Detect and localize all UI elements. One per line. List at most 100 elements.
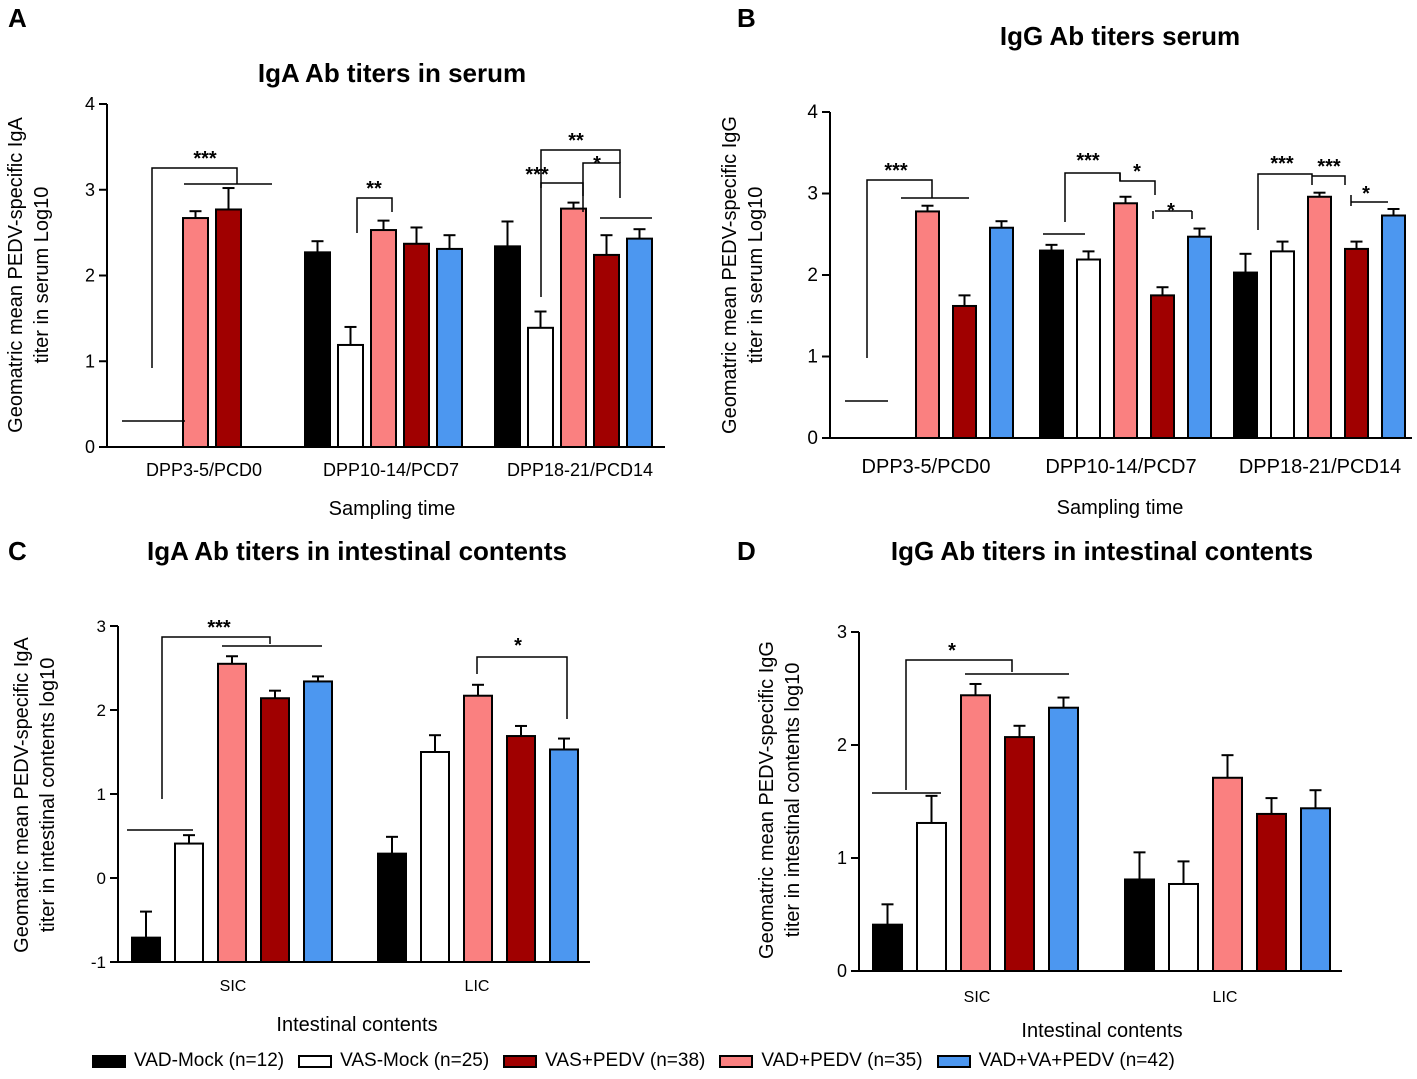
bar-b-vad-va-pedv-0: [989, 226, 1014, 439]
bar-a-vad-va-pedv-2: [626, 237, 653, 448]
legend-label-vas-pedv: VAS+PEDV (n=38): [545, 1050, 706, 1071]
y-axis-label-a: Geomatric mean PEDV-specific IgA titer in…: [5, 117, 53, 433]
significance-bracket-a: [540, 149, 621, 297]
panel-letter-c: C: [8, 536, 27, 566]
x-tick-label-a: DPP18-21/PCD14: [507, 460, 653, 480]
bar-b-vad-mock-2: [1233, 271, 1258, 439]
x-tick-label-d: SIC: [964, 989, 991, 1006]
bar-d-vad-mock-0: [872, 923, 903, 972]
panel-letter-a: A: [8, 3, 27, 33]
bar-a-vad-mock-2: [494, 245, 521, 448]
figure-canvas: A IgA Ab titers in serum 0 1 2 3 4 DPP3-5/PCD0 D…: [5, 3, 1412, 1042]
bar-a-vas-pedv-1: [403, 242, 430, 448]
chart-title-d: IgG Ab titers in intestinal contents: [891, 536, 1313, 566]
significance-bracket-d: [905, 659, 1013, 790]
bar-a-vad-pedv-0: [182, 217, 209, 448]
chart-title-b: IgG Ab titers serum: [1000, 21, 1240, 51]
legend-item-vad-mock: VAD-Mock (n=12): [92, 1050, 284, 1072]
x-axis-label-a: Sampling time: [329, 498, 456, 520]
panel-letter-b: B: [737, 3, 756, 33]
significance-marker-b: ***: [1317, 156, 1341, 178]
y-tick-label-c: -1: [91, 953, 106, 972]
y-tick-label-c: 2: [97, 701, 106, 720]
y-axis-label-d: Geomatric mean PEDV-specific IgG titer in…: [756, 641, 804, 959]
y-tick-label-d: 1: [837, 848, 847, 868]
y-tick-label-a: 0: [85, 437, 95, 457]
y-tick-label-d: 0: [837, 961, 847, 981]
bar-d-vas-mock-0: [916, 821, 947, 972]
significance-bracket-a: [540, 182, 584, 196]
bar-b-vas-mock-1: [1076, 258, 1101, 440]
bar-b-vad-va-pedv-2: [1381, 214, 1406, 439]
bar-a-vad-mock-1: [304, 251, 331, 448]
legend-label-vad-va-pedv: VAD+VA+PEDV (n=42): [978, 1050, 1175, 1071]
bar-b-vas-mock-2: [1270, 250, 1295, 439]
chart-title-c: IgA Ab titers in intestinal contents: [147, 536, 567, 566]
panel-letter-d: D: [737, 536, 756, 566]
y-tick-label-b: 2: [807, 265, 818, 286]
bar-b-vad-pedv-0: [915, 210, 940, 439]
y-tick-label-c: 0: [97, 869, 106, 888]
significance-marker-b: ***: [1270, 153, 1294, 175]
bar-c-vas-pedv-0: [260, 697, 290, 963]
significance-marker-a: *: [593, 153, 601, 175]
y-tick-label-c: 1: [97, 785, 106, 804]
legend-swatch-vad-pedv: [719, 1054, 754, 1068]
bar-a-vad-pedv-2: [560, 207, 587, 448]
bar-a-vas-pedv-0: [215, 208, 242, 448]
significance-marker-a: **: [568, 130, 584, 152]
significance-marker-b: *: [1133, 161, 1141, 183]
bar-a-vas-mock-1: [337, 343, 364, 448]
bar-d-vas-pedv-0: [1004, 736, 1035, 973]
significance-marker-c: *: [514, 635, 522, 657]
bar-a-vas-mock-2: [527, 326, 554, 448]
significance-marker-b: *: [1362, 183, 1370, 205]
legend-item-vad-va-pedv: VAD+VA+PEDV (n=42): [936, 1050, 1175, 1072]
bar-c-vad-pedv-0: [217, 662, 247, 963]
y-tick-label-b: 4: [807, 102, 818, 123]
significance-bracket-b: [1064, 172, 1121, 222]
y-axis-label-b: Geomatric mean PEDV-specific IgG titer in…: [719, 116, 767, 434]
significance-marker-b: *: [1167, 200, 1175, 222]
significance-bracket-a: [582, 162, 621, 212]
legend-swatch-vas-pedv: [503, 1054, 538, 1068]
significance-bracket-a: [151, 167, 238, 368]
legend-swatch-vas-mock: [298, 1054, 333, 1068]
legend-item-vas-mock: VAS-Mock (n=25): [298, 1050, 489, 1072]
bar-c-vad-pedv-1: [463, 694, 493, 963]
x-tick-label-a: DPP10-14/PCD7: [323, 460, 459, 480]
x-axis-label-b: Sampling time: [1057, 497, 1184, 519]
bar-a-vas-pedv-2: [593, 253, 620, 448]
significance-bracket-a: [356, 197, 393, 233]
bar-d-vad-mock-1: [1124, 878, 1155, 972]
bar-d-vad-pedv-0: [960, 694, 991, 973]
bar-b-vad-mock-1: [1039, 249, 1064, 439]
significance-marker-a: ***: [193, 148, 217, 170]
bar-c-vas-mock-0: [174, 842, 204, 963]
bar-c-vas-mock-1: [420, 751, 450, 963]
bar-a-vad-pedv-1: [370, 229, 397, 448]
y-tick-label-a: 1: [85, 351, 95, 371]
x-tick-label-d: LIC: [1213, 989, 1238, 1006]
bar-b-vad-pedv-1: [1113, 202, 1138, 439]
y-tick-label-d: 2: [837, 735, 847, 755]
y-tick-label-a: 3: [85, 180, 95, 200]
x-tick-label-b: DPP10-14/PCD7: [1045, 456, 1196, 478]
bar-c-vad-va-pedv-1: [549, 748, 579, 963]
legend-item-vas-pedv: VAS+PEDV (n=38): [503, 1050, 705, 1072]
bar-d-vas-mock-1: [1168, 882, 1199, 972]
y-tick-label-b: 1: [807, 347, 818, 368]
significance-marker-c: ***: [207, 617, 231, 639]
significance-bracket-b: [866, 179, 933, 358]
legend: VAD-Mock (n=12) VAS-Mock (n=25) VAS+PEDV…: [92, 1048, 1189, 1074]
legend-label-vad-mock: VAD-Mock (n=12): [134, 1050, 285, 1071]
y-tick-label-d: 3: [837, 622, 847, 642]
bar-c-vad-mock-1: [377, 852, 407, 964]
y-axis-label-c: Geomatric mean PEDV-specific IgA titer in…: [11, 637, 59, 953]
significance-marker-d: *: [948, 640, 956, 662]
legend-swatch-vad-va-pedv: [936, 1054, 971, 1068]
bar-a-vad-va-pedv-1: [436, 247, 463, 448]
significance-marker-a: **: [366, 178, 382, 200]
legend-swatch-vad-mock: [92, 1054, 126, 1068]
y-tick-label-c: 3: [97, 617, 106, 636]
